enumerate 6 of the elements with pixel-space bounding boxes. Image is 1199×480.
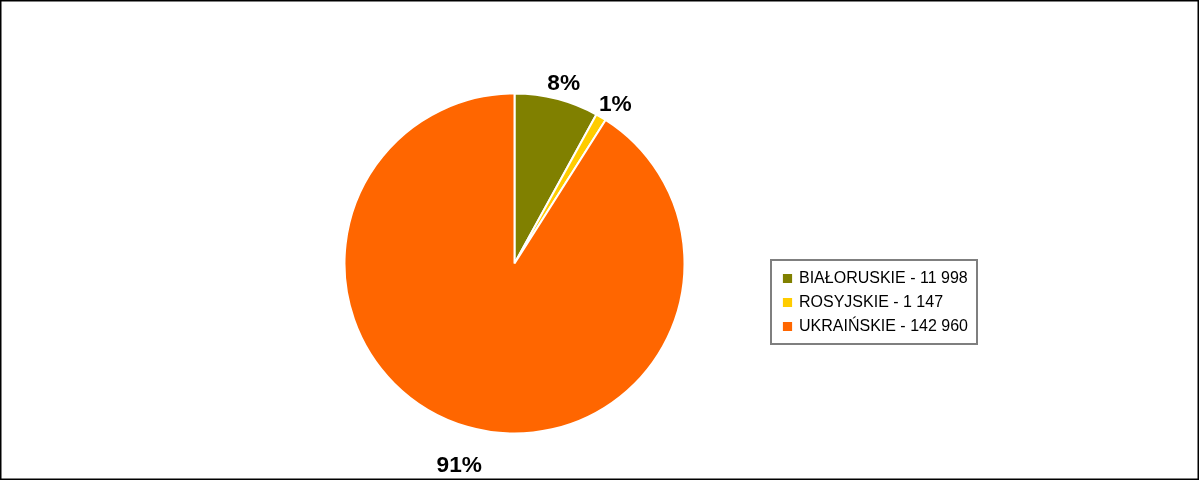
data-label: 1% — [598, 90, 632, 117]
legend-label: ROSYJSKIE - 1 147 — [799, 293, 944, 311]
legend-label: UKRAIŃSKIE - 142 960 — [799, 317, 968, 335]
legend-label: BIAŁORUSKIE - 11 998 — [799, 269, 968, 287]
data-label: 8% — [547, 68, 581, 95]
data-label: 91% — [436, 450, 482, 477]
